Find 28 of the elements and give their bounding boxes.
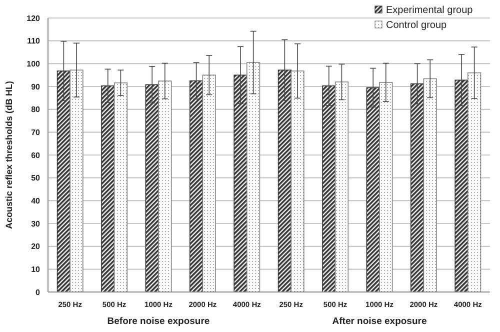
y-tick-label: 70 [31, 128, 41, 137]
legend-label: Control group [386, 20, 448, 31]
bar [145, 84, 159, 292]
y-tick-label: 50 [31, 174, 41, 183]
legend-label: Experimental group [386, 5, 474, 16]
bar [234, 74, 248, 292]
y-tick-label: 110 [27, 36, 41, 46]
y-tick-label: 40 [31, 196, 41, 206]
bar [101, 85, 115, 292]
y-tick-label: 100 [26, 59, 41, 68]
bar [366, 87, 380, 292]
y-tick-label: 90 [31, 82, 41, 92]
bar [410, 83, 424, 292]
bar [454, 80, 468, 292]
y-tick-label: 80 [31, 105, 41, 114]
bar [189, 80, 204, 292]
y-tick-label: 30 [31, 219, 41, 228]
text: Before noise exposure [107, 316, 210, 327]
bar [56, 70, 70, 292]
y-tick-label: 60 [31, 150, 41, 160]
y-axis-title: Acoustic reflex thresholds (dB HL) [4, 80, 14, 230]
bar [278, 70, 292, 292]
y-tick-label: 20 [31, 242, 41, 252]
y-tick-label: 120 [26, 14, 41, 23]
y-tick-label: 0 [36, 288, 41, 297]
bar [322, 85, 336, 292]
text: After noise exposure [332, 316, 427, 327]
y-tick-label: 10 [31, 264, 41, 274]
